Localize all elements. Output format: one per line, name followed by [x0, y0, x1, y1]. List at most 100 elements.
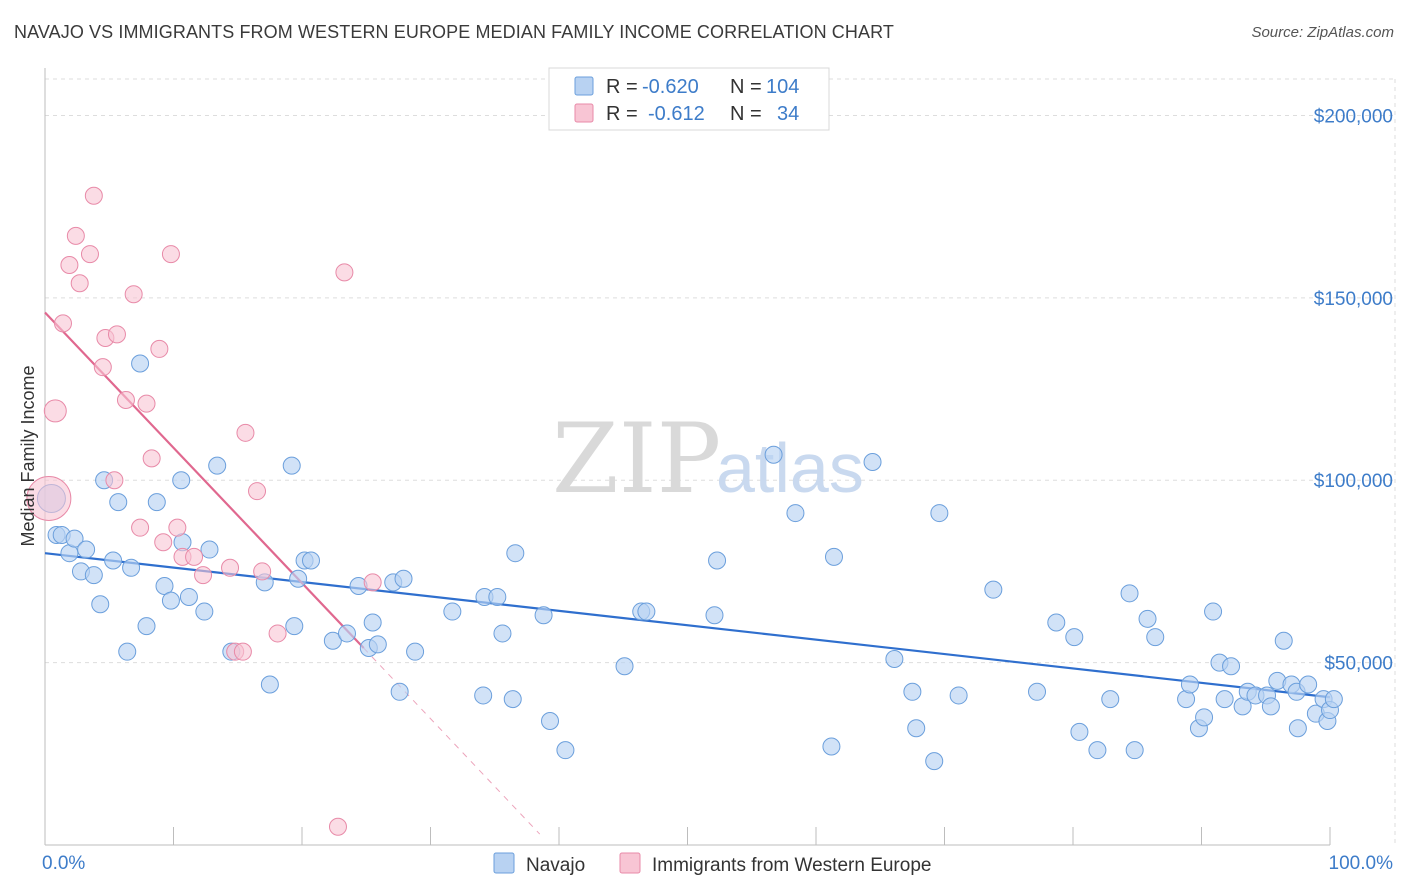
- navajo-point: [282, 456, 301, 475]
- navajo-point: [984, 580, 1003, 599]
- navajo-point: [1125, 741, 1144, 760]
- navajo-point: [925, 752, 944, 771]
- navajo-point: [363, 613, 382, 632]
- navajo-point: [137, 617, 156, 636]
- navajo-point: [907, 719, 926, 738]
- navajo-point: [534, 606, 553, 625]
- navajo-point: [323, 631, 342, 650]
- navajo-point: [1180, 675, 1199, 694]
- navajo-point: [493, 624, 512, 643]
- legend-navajo-r-value: -0.620: [642, 76, 699, 98]
- immigrants-point: [253, 562, 272, 581]
- navajo-point: [863, 453, 882, 471]
- immigrants-point: [53, 314, 72, 333]
- x-tick-label: 100.0%: [1329, 853, 1394, 874]
- navajo-point: [147, 493, 166, 512]
- bottom-legend-swatch-immigrants: [619, 852, 641, 874]
- navajo-point: [1324, 690, 1343, 709]
- immigrants-point: [137, 394, 156, 413]
- immigrants-point: [124, 285, 143, 304]
- navajo-point: [200, 540, 219, 559]
- legend-navajo-r-label: R =: [606, 76, 638, 98]
- immigrants-point: [131, 518, 150, 537]
- navajo-point: [91, 595, 110, 614]
- immigrants-point: [328, 817, 347, 836]
- immigrants-point: [248, 482, 267, 501]
- watermark-atlas: atlas: [716, 429, 864, 507]
- immigrants-point: [105, 471, 124, 490]
- navajo-point: [708, 551, 727, 570]
- navajo-point: [285, 617, 304, 636]
- navajo-point: [443, 602, 462, 621]
- navajo-point: [122, 558, 141, 577]
- immigrants-point: [43, 399, 67, 423]
- immigrants-point: [363, 573, 382, 592]
- navajo-point: [1120, 584, 1139, 603]
- y-tick-label: $100,000: [1314, 471, 1393, 492]
- immigrants-point: [93, 358, 112, 377]
- legend-navajo-n-label: N =: [730, 76, 762, 98]
- navajo-point: [208, 456, 227, 475]
- immigrants-point: [236, 423, 255, 442]
- navajo-point: [301, 551, 320, 570]
- legend-swatch-navajo: [574, 76, 594, 96]
- immigrants-point: [194, 566, 213, 585]
- navajo-point: [503, 690, 522, 709]
- immigrants-point: [84, 186, 103, 205]
- immigrants-trend-line: [44, 311, 365, 649]
- immigrants-point: [60, 256, 79, 275]
- navajo-point: [1146, 628, 1165, 647]
- data-points: [26, 186, 1343, 836]
- navajo-point: [109, 493, 128, 512]
- navajo-point: [506, 544, 525, 563]
- navajo-point: [1274, 631, 1293, 650]
- navajo-point: [1299, 675, 1318, 694]
- navajo-point: [930, 504, 949, 523]
- immigrants-point: [221, 558, 240, 577]
- watermark-zip: ZIP: [552, 403, 721, 515]
- navajo-point: [118, 642, 137, 661]
- navajo-point: [84, 566, 103, 585]
- legend-imm-n-label: N =: [730, 103, 762, 125]
- navajo-point: [1065, 628, 1084, 647]
- immigrants-trend-extension: [363, 647, 541, 835]
- immigrants-point: [66, 226, 85, 245]
- bottom-legend-navajo: Navajo: [526, 855, 585, 876]
- source-note: Source: ZipAtlas.com: [1251, 24, 1394, 41]
- navajo-point: [615, 657, 634, 676]
- immigrants-point: [80, 245, 99, 264]
- navajo-point: [77, 540, 96, 559]
- immigrants-point: [168, 518, 187, 537]
- axes: [44, 68, 1331, 846]
- immigrants-point: [161, 245, 180, 264]
- watermark: ZIP atlas: [552, 403, 864, 515]
- bottom-legend-immigrants: Immigrants from Western Europe: [652, 855, 931, 876]
- bottom-legend-swatch-navajo: [493, 852, 515, 874]
- navajo-point: [1222, 657, 1241, 676]
- navajo-trend-line: [44, 552, 1331, 699]
- navajo-point: [705, 606, 724, 625]
- navajo-point: [541, 711, 560, 730]
- legend-navajo-n-value: 104: [766, 76, 799, 98]
- navajo-point: [368, 635, 387, 654]
- legend-swatch-immigrants: [574, 103, 594, 123]
- legend-imm-n-value: 34: [777, 103, 799, 125]
- immigrants-point: [26, 475, 72, 521]
- navajo-point: [394, 569, 413, 588]
- x-tick-label: 0.0%: [42, 853, 85, 874]
- navajo-point: [949, 686, 968, 705]
- immigrants-point: [233, 642, 252, 661]
- navajo-point: [1138, 609, 1157, 628]
- immigrants-point: [154, 533, 173, 552]
- navajo-point: [131, 354, 150, 373]
- navajo-point: [903, 682, 922, 701]
- y-tick-label: $150,000: [1314, 289, 1393, 310]
- immigrants-point: [150, 339, 169, 358]
- navajo-point: [104, 551, 123, 570]
- navajo-point: [1070, 722, 1089, 741]
- tick-labels: $50,000 $100,000 $150,000 $200,000 0.0% 100.0…: [42, 106, 1393, 874]
- legend-imm-r-label: R =: [606, 103, 638, 125]
- immigrants-point: [142, 449, 161, 468]
- chart-title: NAVAJO VS IMMIGRANTS FROM WESTERN EUROPE…: [14, 22, 894, 42]
- navajo-point: [172, 471, 191, 490]
